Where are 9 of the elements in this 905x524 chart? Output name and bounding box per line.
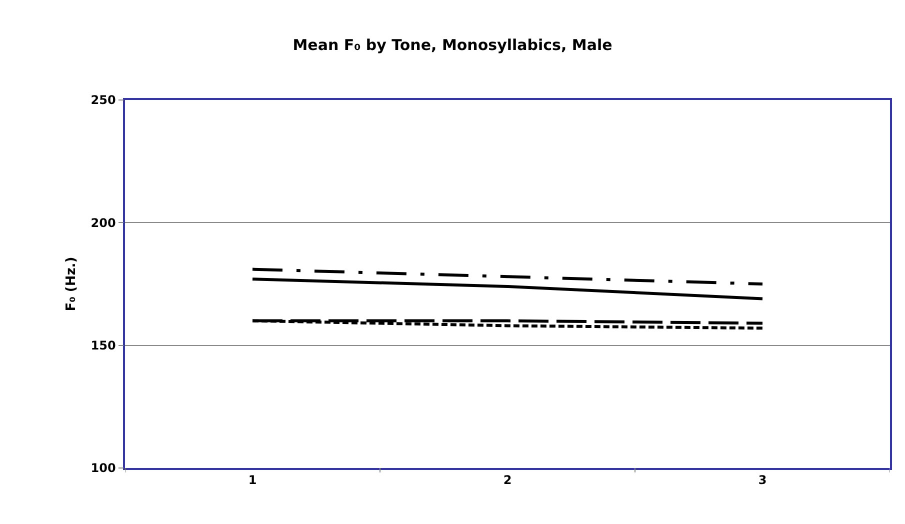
y-axis-title: F₀ (Hz.) <box>64 256 80 312</box>
y-tick-label: 250 <box>90 93 116 108</box>
x-tick-label: 3 <box>758 473 767 488</box>
y-tick-label: 100 <box>90 461 116 476</box>
x-tick-label: 2 <box>503 473 512 488</box>
chart-title: Mean F₀ by Tone, Monosyllabics, Male <box>292 36 612 54</box>
y-tick-label: 200 <box>90 216 116 230</box>
y-tick-label: 150 <box>90 338 116 353</box>
x-tick-label: 1 <box>248 473 257 488</box>
